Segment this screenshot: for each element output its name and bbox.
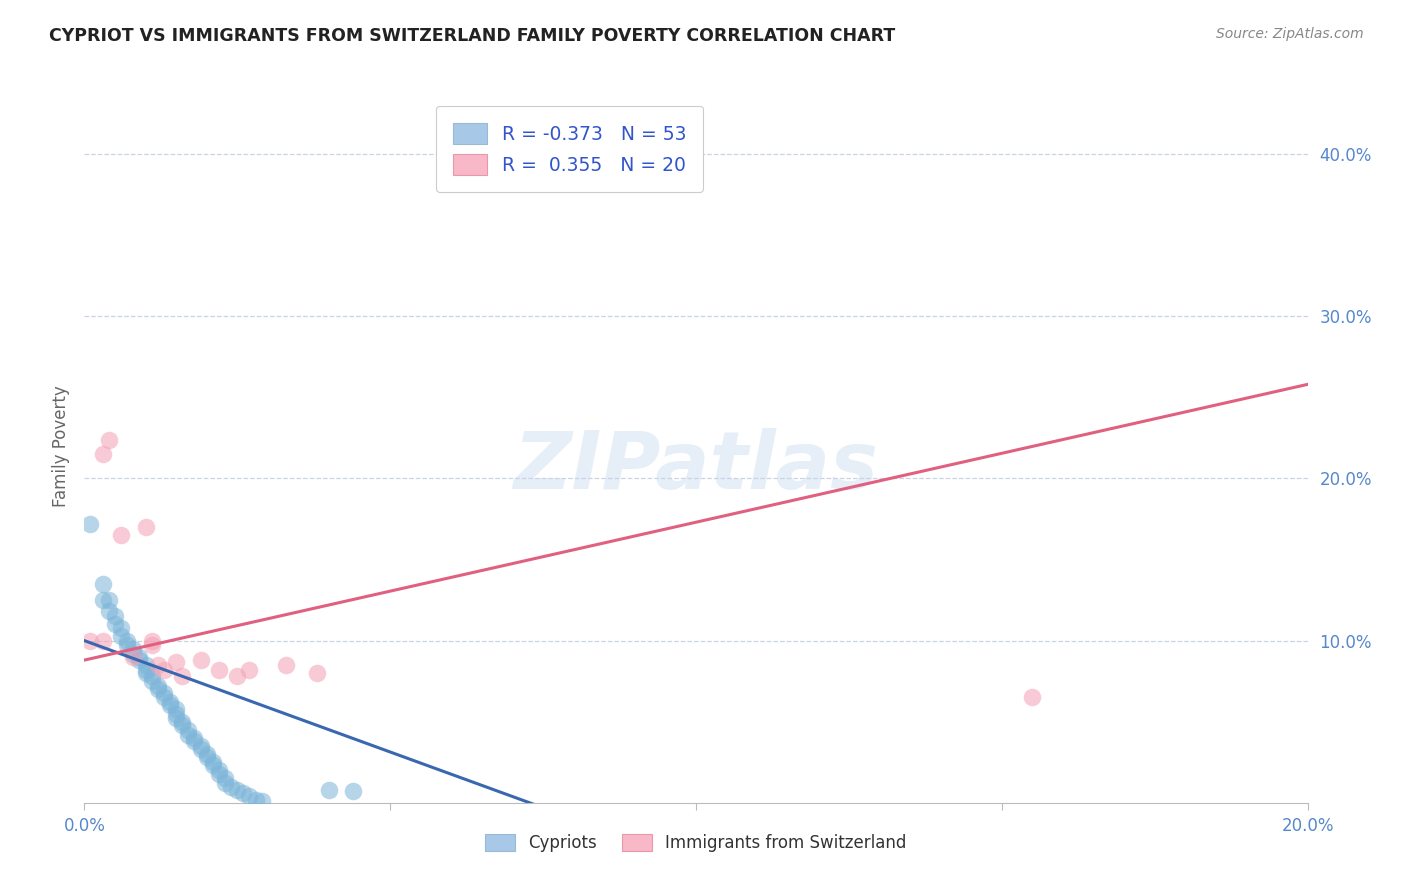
Point bbox=[141, 639, 163, 653]
Point bbox=[245, 792, 267, 806]
Point bbox=[159, 698, 181, 713]
Point bbox=[165, 711, 187, 725]
Point bbox=[91, 577, 114, 591]
Point bbox=[172, 714, 194, 729]
Point bbox=[238, 789, 260, 804]
Point bbox=[135, 666, 157, 681]
Point bbox=[115, 639, 138, 653]
Point bbox=[110, 621, 132, 635]
Text: Source: ZipAtlas.com: Source: ZipAtlas.com bbox=[1216, 27, 1364, 41]
Point bbox=[153, 690, 176, 705]
Point bbox=[172, 718, 194, 732]
Point bbox=[146, 682, 169, 697]
Text: ZIPatlas: ZIPatlas bbox=[513, 428, 879, 507]
Y-axis label: Family Poverty: Family Poverty bbox=[52, 385, 70, 507]
Point bbox=[128, 649, 150, 664]
Point bbox=[159, 695, 181, 709]
Point bbox=[91, 447, 114, 461]
Point bbox=[232, 786, 254, 800]
Point bbox=[190, 742, 212, 756]
Point bbox=[226, 669, 249, 683]
Point bbox=[177, 728, 200, 742]
Point bbox=[153, 685, 176, 699]
Point bbox=[110, 528, 132, 542]
Point bbox=[128, 653, 150, 667]
Point bbox=[183, 734, 205, 748]
Point bbox=[190, 739, 212, 753]
Point bbox=[172, 669, 194, 683]
Legend: Cypriots, Immigrants from Switzerland: Cypriots, Immigrants from Switzerland bbox=[478, 827, 914, 859]
Point bbox=[97, 593, 120, 607]
Point bbox=[276, 657, 298, 672]
Point bbox=[305, 666, 328, 681]
Point bbox=[318, 782, 340, 797]
Point bbox=[79, 633, 101, 648]
Point bbox=[195, 750, 218, 764]
Point bbox=[1021, 690, 1043, 705]
Point bbox=[135, 520, 157, 534]
Point bbox=[250, 794, 273, 808]
Point bbox=[208, 764, 231, 778]
Point bbox=[238, 663, 260, 677]
Point bbox=[214, 776, 236, 790]
Point bbox=[226, 782, 249, 797]
Point bbox=[122, 641, 145, 656]
Point bbox=[165, 655, 187, 669]
Point bbox=[201, 758, 224, 772]
Point bbox=[177, 723, 200, 737]
Point bbox=[122, 649, 145, 664]
Point bbox=[79, 516, 101, 531]
Point bbox=[342, 784, 364, 798]
Point bbox=[104, 609, 127, 624]
Point bbox=[190, 653, 212, 667]
Point bbox=[91, 633, 114, 648]
Point bbox=[146, 679, 169, 693]
Point bbox=[153, 663, 176, 677]
Point bbox=[146, 657, 169, 672]
Point bbox=[135, 663, 157, 677]
Point bbox=[208, 663, 231, 677]
Point bbox=[141, 633, 163, 648]
Point bbox=[110, 629, 132, 643]
Point bbox=[165, 702, 187, 716]
Point bbox=[183, 731, 205, 745]
Point bbox=[141, 674, 163, 689]
Point bbox=[91, 593, 114, 607]
Point bbox=[115, 633, 138, 648]
Point bbox=[208, 766, 231, 780]
Point bbox=[214, 772, 236, 786]
Point bbox=[219, 780, 242, 794]
Point bbox=[122, 647, 145, 661]
Point bbox=[97, 604, 120, 618]
Point bbox=[104, 617, 127, 632]
Point bbox=[165, 706, 187, 721]
Point bbox=[195, 747, 218, 761]
Point bbox=[97, 433, 120, 447]
Point bbox=[201, 756, 224, 770]
Point bbox=[141, 669, 163, 683]
Text: CYPRIOT VS IMMIGRANTS FROM SWITZERLAND FAMILY POVERTY CORRELATION CHART: CYPRIOT VS IMMIGRANTS FROM SWITZERLAND F… bbox=[49, 27, 896, 45]
Point bbox=[135, 657, 157, 672]
